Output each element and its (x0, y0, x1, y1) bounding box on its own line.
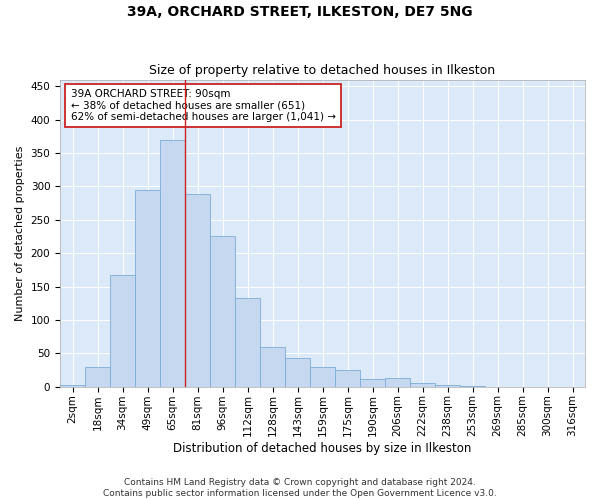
Bar (410, 384, 435, 386)
Bar (385, 378, 410, 386)
Bar (210, 236, 235, 386)
Bar (110, 274, 135, 386)
Bar (85, 368, 110, 386)
Bar (160, 140, 185, 386)
Text: Contains HM Land Registry data © Crown copyright and database right 2024.
Contai: Contains HM Land Registry data © Crown c… (103, 478, 497, 498)
Bar (360, 378, 385, 386)
Text: 39A, ORCHARD STREET, ILKESTON, DE7 5NG: 39A, ORCHARD STREET, ILKESTON, DE7 5NG (127, 5, 473, 19)
Bar (135, 190, 160, 386)
Bar (335, 370, 360, 386)
Bar (285, 358, 310, 386)
Text: 39A ORCHARD STREET: 90sqm
← 38% of detached houses are smaller (651)
62% of semi: 39A ORCHARD STREET: 90sqm ← 38% of detac… (71, 89, 335, 122)
Bar (260, 346, 285, 387)
Bar (185, 194, 210, 386)
X-axis label: Distribution of detached houses by size in Ilkeston: Distribution of detached houses by size … (173, 442, 472, 455)
Bar (310, 368, 335, 386)
Y-axis label: Number of detached properties: Number of detached properties (15, 146, 25, 321)
Title: Size of property relative to detached houses in Ilkeston: Size of property relative to detached ho… (149, 64, 496, 77)
Bar (235, 298, 260, 386)
Bar (435, 384, 460, 386)
